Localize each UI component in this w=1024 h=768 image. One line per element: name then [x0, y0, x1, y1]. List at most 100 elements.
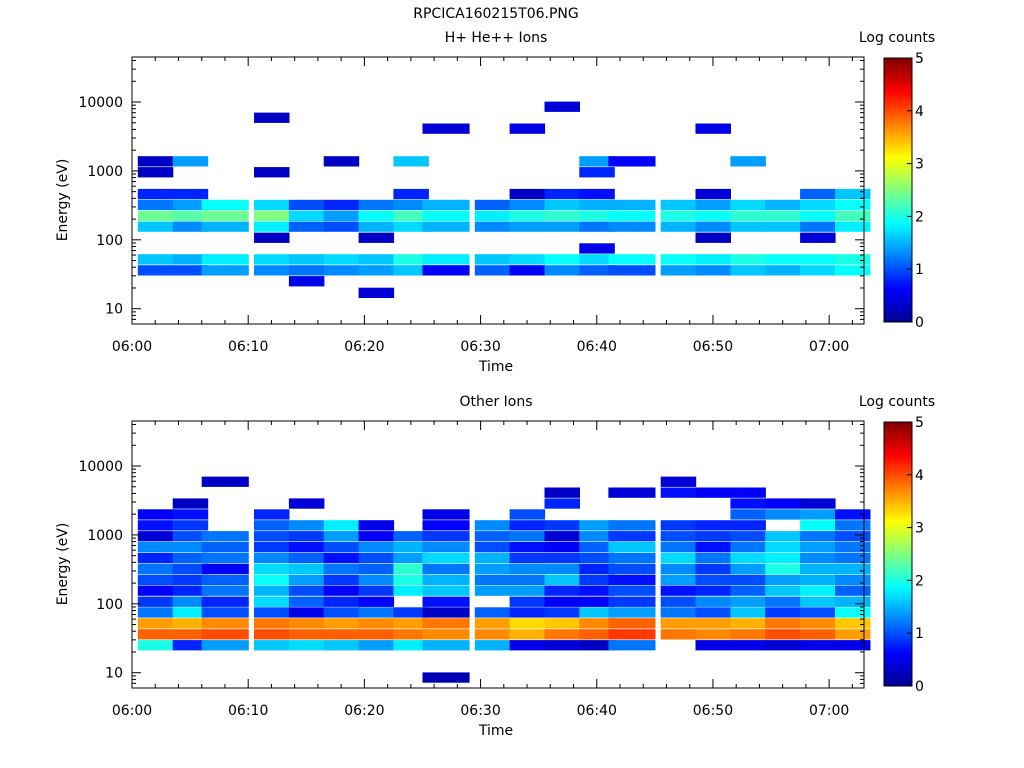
colorbar-swatch — [884, 560, 912, 563]
heatmap-cell — [323, 542, 360, 553]
x-tick-label: 06:30 — [460, 703, 500, 719]
heatmap-cell — [509, 254, 546, 265]
heatmap-cell — [172, 265, 209, 276]
colorbar-swatch — [884, 622, 912, 625]
colorbar-swatch — [884, 142, 912, 145]
plot-frame — [131, 420, 865, 689]
colorbar-swatch — [884, 542, 912, 545]
colorbar-swatch — [884, 492, 912, 495]
y-axis-label: Energy (eV) — [55, 523, 71, 606]
heatmap-cell — [730, 498, 766, 509]
heatmap-cell — [765, 596, 801, 607]
heatmap-cell — [579, 563, 615, 575]
colorbar-swatch — [884, 76, 912, 79]
heatmap-cell — [474, 531, 511, 542]
colorbar-swatch — [884, 230, 912, 233]
heatmap-cell — [474, 221, 511, 232]
colorbar-swatch — [884, 258, 912, 261]
heatmap-cell — [765, 210, 801, 221]
colorbar-swatch — [884, 596, 912, 599]
heatmap-cell — [393, 188, 429, 200]
heatmap-cell — [730, 629, 766, 640]
colorbar-swatch — [884, 552, 912, 555]
colorbar-swatch — [884, 272, 912, 275]
heatmap-cell — [730, 199, 766, 211]
heatmap-cell — [660, 618, 697, 629]
colorbar-swatch — [884, 290, 912, 293]
heatmap-cell — [358, 265, 395, 276]
colorbar-swatch — [884, 266, 912, 269]
heatmap-cell — [544, 607, 580, 618]
x-tick-label: 06:40 — [577, 339, 617, 355]
colorbar-swatch — [884, 238, 912, 241]
heatmap-cell — [579, 265, 615, 276]
colorbar-swatch — [884, 86, 912, 89]
heatmap-cell — [835, 574, 871, 585]
colorbar-swatch — [884, 450, 912, 453]
heatmap-cell — [288, 618, 325, 629]
colorbar-swatch — [884, 472, 912, 475]
heatmap-cell — [660, 607, 697, 618]
heatmap-cell — [579, 552, 615, 564]
colorbar-swatch — [884, 428, 912, 431]
heatmap-cell — [422, 640, 470, 651]
colorbar-swatch — [884, 670, 912, 673]
heatmap-cell — [422, 520, 470, 531]
heatmap-cell — [509, 629, 546, 640]
colorbar-swatch — [884, 654, 912, 657]
heatmap-cell — [579, 156, 615, 167]
heatmap-cell — [579, 596, 615, 607]
heatmap-cell — [660, 585, 697, 596]
colorbar-swatch — [884, 134, 912, 137]
heatmap-cell — [579, 629, 615, 640]
x-axis-label: Time — [478, 723, 513, 739]
heatmap-cell — [608, 520, 656, 531]
heatmap-cell — [393, 629, 429, 640]
colorbar-swatch — [884, 102, 912, 105]
heatmap-cell — [579, 607, 615, 618]
colorbar-swatch — [884, 578, 912, 581]
colorbar-swatch — [884, 556, 912, 559]
colorbar-swatch — [884, 130, 912, 133]
heatmap-cell — [323, 563, 360, 575]
colorbar-swatch — [884, 574, 912, 577]
colorbar-swatch — [884, 626, 912, 629]
heatmap-cell — [201, 552, 249, 564]
heatmap-cell — [137, 618, 174, 629]
heatmap-cell — [660, 210, 697, 221]
colorbar-swatch — [884, 536, 912, 539]
heatmap-cell — [765, 542, 801, 553]
heatmap-cell — [358, 607, 395, 618]
heatmap-cell — [323, 585, 360, 596]
colorbar-swatch — [884, 198, 912, 201]
heatmap-cell — [393, 221, 429, 232]
heatmap-cell — [288, 254, 325, 265]
colorbar-swatch — [884, 588, 912, 591]
colorbar-swatch — [884, 640, 912, 643]
colorbar-swatch — [884, 498, 912, 501]
colorbar-swatch — [884, 100, 912, 103]
heatmap-cell — [254, 640, 290, 651]
colorbar-tick-label: 2 — [915, 573, 924, 589]
heatmap-cell — [800, 509, 836, 520]
heatmap-cell — [544, 487, 580, 498]
heatmap-cell — [800, 542, 836, 553]
x-axis-label: Time — [478, 359, 513, 375]
heatmap-cell — [800, 585, 836, 596]
heatmap-cell — [288, 640, 325, 651]
x-tick-label: 06:10 — [228, 339, 268, 355]
heatmap-cell — [695, 487, 731, 498]
heatmap-cell — [137, 531, 174, 542]
colorbar-swatch — [884, 620, 912, 623]
heatmap-cell — [137, 607, 174, 618]
colorbar-swatch — [884, 520, 912, 523]
colorbar-swatch — [884, 484, 912, 487]
heatmap-cell — [422, 607, 470, 618]
heatmap-cell — [393, 156, 429, 167]
heatmap-cell — [201, 542, 249, 553]
panel-h-he-ions: H+ He++ Ions Log counts Time Energy (eV)… — [55, 30, 935, 375]
heatmap-cell — [137, 563, 174, 575]
heatmap-cell — [730, 520, 766, 531]
heatmap-cell — [323, 574, 360, 585]
colorbar: 0 1 2 3 4 5 — [883, 415, 924, 695]
